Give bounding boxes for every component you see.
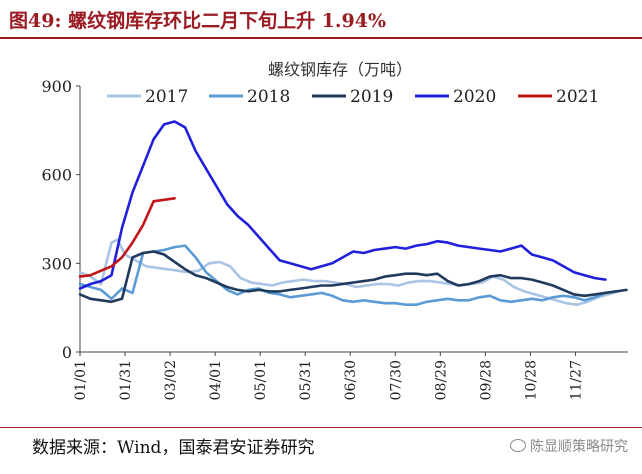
figure-title: 图49: 螺纹钢库存环比二月下旬上升 1.94% (9, 10, 387, 32)
y-tick-label: 300 (41, 254, 72, 273)
x-tick-label: 06/30 (343, 360, 359, 400)
series-line-2020 (78, 120, 607, 290)
x-tick-label: 05/31 (298, 360, 314, 400)
y-tick-label: 900 (41, 77, 72, 96)
line-chart: 螺纹钢库存（万吨） 2017 2018 2019 2020 2021 0 300 600 90… (41, 60, 628, 400)
x-tick-label: 10/28 (523, 360, 539, 400)
legend-label-2021: 2021 (556, 87, 599, 107)
legend-label-2018: 2018 (247, 87, 290, 107)
x-tick-label: 08/29 (433, 360, 449, 400)
footer-rule (0, 427, 642, 428)
legend-label-2020: 2020 (453, 87, 496, 107)
series-group (78, 120, 628, 307)
series-line-2019 (78, 250, 628, 304)
chart-title: 螺纹钢库存（万吨） (268, 60, 412, 79)
series-line-2021 (78, 197, 176, 278)
wechat-icon (510, 439, 526, 452)
legend-label-2019: 2019 (350, 87, 393, 107)
x-tick-label: 04/01 (208, 360, 224, 400)
x-tick-label: 11/27 (568, 360, 584, 400)
y-tick-label: 0 (62, 343, 72, 362)
title-bar: 图49: 螺纹钢库存环比二月下旬上升 1.94% (0, 0, 642, 39)
watermark: 陈显顺策略研究 (510, 436, 628, 456)
x-tick-label: 03/02 (163, 360, 179, 400)
x-tick-label: 09/28 (478, 360, 494, 400)
x-tick-label: 01/31 (118, 360, 134, 400)
title-rule (0, 37, 642, 39)
watermark-label: 陈显顺策略研究 (530, 439, 628, 455)
x-tick-label: 05/01 (253, 360, 269, 400)
x-tick-label: 07/30 (388, 360, 404, 400)
y-tick-label: 600 (41, 166, 72, 185)
axes: 0 300 600 900 01/01 01/31 03/02 04/01 05/01 05/31… (41, 77, 628, 400)
source-note: 数据来源：Wind，国泰君安证券研究 (32, 438, 315, 458)
series-line-2018 (78, 244, 618, 307)
x-tick-label: 01/01 (73, 360, 89, 400)
legend: 2017 2018 2019 2020 2021 (107, 87, 599, 107)
legend-label-2017: 2017 (145, 87, 188, 107)
